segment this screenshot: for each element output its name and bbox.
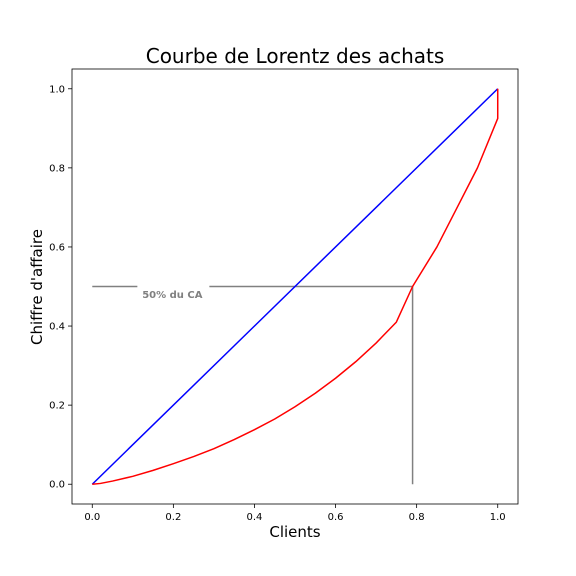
equality-line [91, 88, 499, 485]
x-tick-label: 0.2 [165, 512, 181, 523]
annotation-layer: 50% du CA [92, 285, 414, 485]
x-tick-label: 0.0 [84, 512, 100, 523]
axes-frame [71, 68, 519, 505]
x-tick-label: 0.6 [328, 512, 344, 523]
y-tick-label: 0.0 [49, 480, 65, 491]
ticks-layer: 0.0 0.2 0.4 0.6 0.8 1.0 0.0 0.2 0.4 0.6 0.8 1.0 [49, 84, 506, 523]
y-axis-label: Chiffre d'affaire [28, 229, 46, 345]
y-tick-label: 0.8 [49, 163, 65, 174]
y-tick-label: 0.6 [49, 242, 65, 253]
x-tick-label: 1.0 [490, 512, 506, 523]
chart-title: Courbe de Lorentz des achats [146, 44, 445, 68]
x-axis-label: Clients [269, 523, 320, 541]
series-layer [91, 88, 499, 485]
annotation-label: 50% du CA [142, 290, 203, 301]
x-tick-label: 0.8 [409, 512, 425, 523]
x-tick-label: 0.4 [247, 512, 263, 523]
y-tick-label: 1.0 [49, 84, 65, 95]
y-tick-label: 0.4 [49, 322, 65, 333]
lorenz-curve [92, 88, 499, 485]
y-tick-label: 0.2 [49, 401, 65, 412]
